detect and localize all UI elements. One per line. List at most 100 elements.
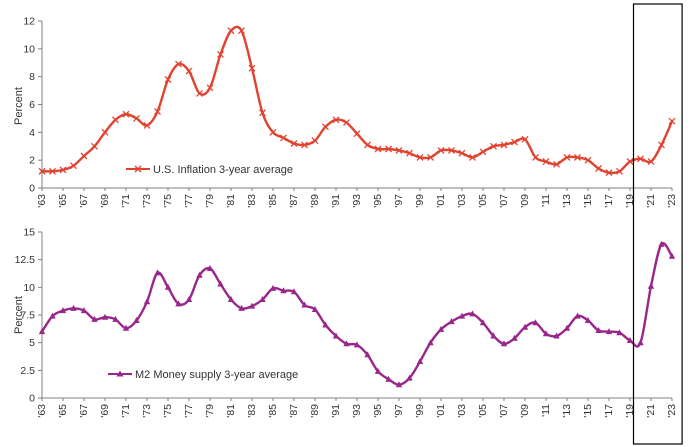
m2-data-point <box>332 332 340 339</box>
m2-data-point <box>101 313 109 320</box>
inflation-data-point <box>595 165 602 172</box>
inflation-data-point <box>458 149 466 157</box>
inflation-x-tick-label: '05 <box>477 194 489 208</box>
inflation-data-point <box>616 167 623 175</box>
inflation-data-point <box>238 27 245 35</box>
inflation-x-tick-label: '21 <box>645 194 657 208</box>
m2-data-point <box>248 302 256 309</box>
inflation-x-tick-label: '63 <box>36 194 48 208</box>
inflation-data-point <box>248 64 256 72</box>
inflation-x-tick-label: '73 <box>141 194 153 208</box>
inflation-data-point <box>605 169 613 177</box>
inflation-x-tick-label: '23 <box>666 194 678 208</box>
m2-y-tick-label: 15 <box>23 227 35 239</box>
m2-y-tick-label: 2.5 <box>20 365 35 377</box>
inflation-x-tick-label: '97 <box>393 194 405 208</box>
inflation-data-point <box>301 141 308 149</box>
inflation-data-point <box>490 142 497 150</box>
m2-x-tick-label: '19 <box>624 404 636 418</box>
inflation-data-point <box>469 153 476 161</box>
m2-data-point <box>122 324 130 331</box>
inflation-data-point <box>542 158 550 166</box>
inflation-x-tick-label: '79 <box>204 194 216 208</box>
inflation-data-point <box>626 158 634 166</box>
m2-y-tick-label: 7.5 <box>20 310 35 322</box>
m2-data-point <box>437 325 445 332</box>
inflation-x-tick-label: '83 <box>246 194 258 208</box>
m2-data-point <box>143 298 151 305</box>
m2-data-point <box>301 301 308 308</box>
m2-x-tick-label: '15 <box>582 404 594 418</box>
inflation-legend-marker <box>134 165 142 173</box>
inflation-x-tick-label: '91 <box>330 194 342 208</box>
inflation-y-tick-label: 2 <box>29 155 35 167</box>
inflation-data-point <box>175 60 182 68</box>
inflation-data-point <box>353 130 361 138</box>
inflation-data-point <box>500 141 508 149</box>
m2-x-tick-label: '93 <box>351 404 363 418</box>
m2-data-point <box>605 328 613 335</box>
m2-x-tick-label: '23 <box>666 404 678 418</box>
m2-data-point <box>343 340 350 347</box>
inflation-x-tick-label: '07 <box>498 194 510 208</box>
m2-data-point <box>406 374 413 381</box>
inflation-x-tick-label: '77 <box>183 194 195 208</box>
inflation-y-axis-label: Percent <box>13 87 25 125</box>
m2-data-point <box>416 358 424 364</box>
m2-data-point <box>290 288 298 295</box>
m2-x-tick-label: '05 <box>477 404 489 418</box>
m2-data-point <box>595 327 602 333</box>
m2-data-point <box>490 332 497 339</box>
inflation-data-point <box>91 142 98 150</box>
m2-data-point <box>311 306 319 312</box>
m2-data-point <box>395 381 403 388</box>
inflation-data-point <box>112 116 119 124</box>
m2-x-tick-label: '65 <box>57 404 69 418</box>
m2-data-point <box>59 307 67 314</box>
m2-x-tick-label: '09 <box>519 404 531 418</box>
m2-x-tick-label: '79 <box>204 404 216 418</box>
m2-data-point <box>374 367 382 374</box>
inflation-data-point <box>59 166 67 174</box>
m2-data-point <box>658 240 665 247</box>
inflation-x-tick-label: '03 <box>456 194 468 208</box>
m2-data-point <box>511 334 518 341</box>
m2-legend-marker <box>116 370 124 377</box>
m2-data-point <box>427 339 434 346</box>
m2-data-point <box>185 296 193 302</box>
m2-legend: M2 Money supply 3-year average <box>108 369 298 381</box>
m2-data-point <box>448 318 455 325</box>
inflation-x-tick-label: '87 <box>288 194 300 208</box>
m2-x-tick-label: '69 <box>99 404 111 418</box>
m2-data-point <box>175 300 182 307</box>
inflation-x-tick-label: '15 <box>582 194 594 208</box>
inflation-data-point <box>647 158 655 166</box>
inflation-x-tick-label: '99 <box>414 194 426 208</box>
inflation-data-point <box>49 167 56 175</box>
inflation-data-point <box>668 117 676 125</box>
inflation-data-point <box>364 141 371 149</box>
m2-y-tick-label: 0 <box>29 393 35 405</box>
m2-data-point <box>238 304 245 311</box>
m2-x-tick-label: '13 <box>561 404 573 418</box>
m2-data-point <box>553 332 560 339</box>
inflation-data-point <box>416 153 424 161</box>
inflation-data-point <box>637 155 644 163</box>
inflation-data-point <box>385 145 392 153</box>
inflation-data-point <box>143 121 151 129</box>
m2-data-point <box>647 282 655 289</box>
inflation-data-point <box>101 128 109 136</box>
inflation-x-tick-label: '71 <box>120 194 132 208</box>
m2-data-point <box>49 312 56 319</box>
m2-data-point <box>38 328 46 335</box>
m2-x-tick-label: '75 <box>162 404 174 418</box>
m2-data-point <box>70 304 77 311</box>
m2-data-point <box>584 317 592 323</box>
inflation-y-tick-label: 12 <box>23 16 35 28</box>
inflation-x-tick-label: '19 <box>624 194 636 208</box>
m2-data-point <box>364 351 371 358</box>
inflation-x-tick-label: '67 <box>78 194 90 208</box>
m2-data-point <box>532 319 539 326</box>
inflation-x-tick-label: '17 <box>603 194 615 208</box>
